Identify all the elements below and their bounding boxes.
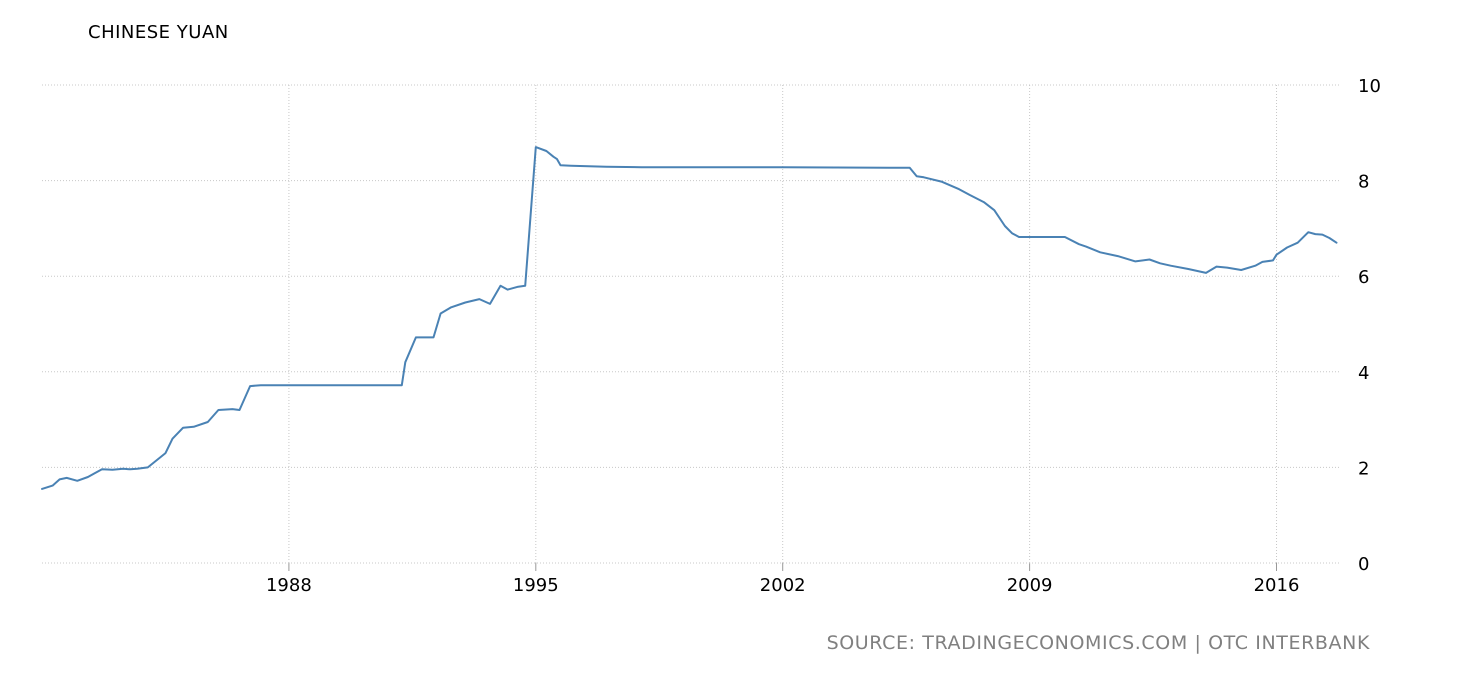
x-tick-label: 2016 [1254,575,1300,596]
tick-labels: 0 2 4 6 8 10 1988 1995 2002 2009 2016 [266,76,1381,596]
source-note: SOURCE: TRADINGECONOMICS.COM | OTC INTER… [826,632,1370,654]
x-tick-label: 2002 [760,575,806,596]
axes [42,562,1340,571]
x-tick-label: 1995 [513,575,559,596]
y-tick-label: 2 [1358,458,1369,479]
y-tick-label: 10 [1358,76,1381,97]
x-tick-label: 2009 [1007,575,1053,596]
grid-lines [42,84,1340,563]
chart-title: CHINESE YUAN [88,22,229,43]
y-tick-label: 8 [1358,172,1369,193]
y-tick-label: 6 [1358,267,1369,288]
x-tick-label: 1988 [266,575,312,596]
y-tick-label: 0 [1358,554,1369,575]
series-line [41,146,1338,490]
y-tick-label: 4 [1358,363,1369,384]
series-layer [41,146,1338,490]
